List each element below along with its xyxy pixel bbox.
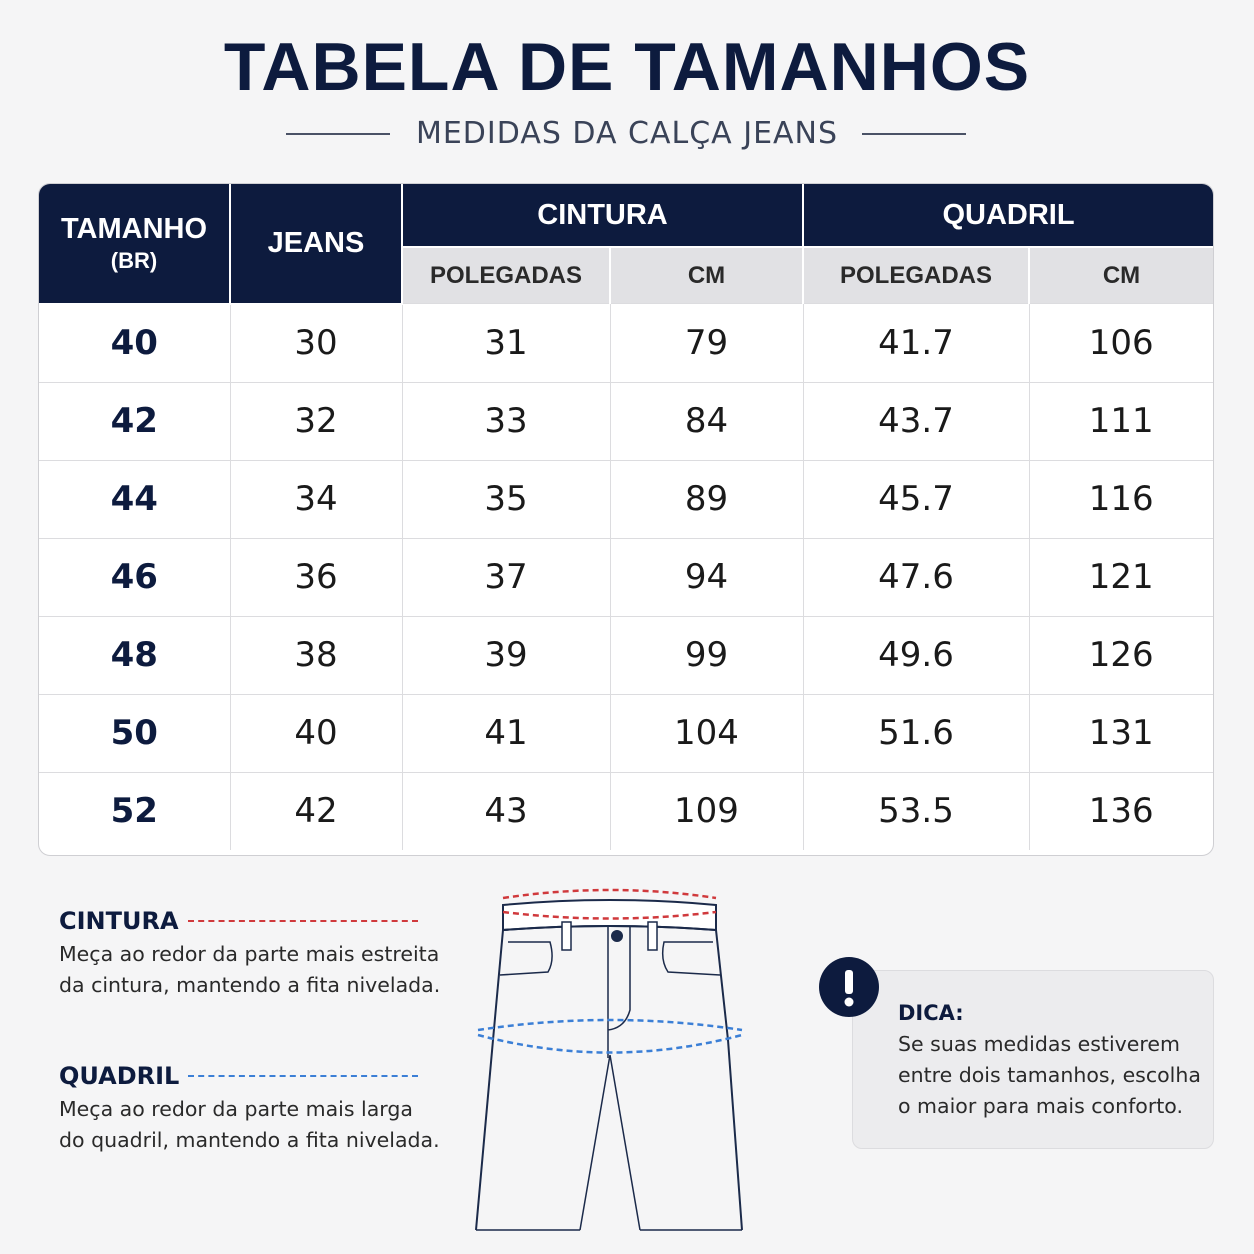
table-cell: 34 bbox=[230, 459, 403, 538]
table-cell: 52 bbox=[39, 771, 231, 850]
hip-title: QUADRIL bbox=[59, 1062, 180, 1090]
sub-header-cell: CM bbox=[610, 247, 804, 304]
header-note: (BR) bbox=[110, 247, 158, 273]
tip-icon bbox=[819, 957, 879, 1017]
table-cell: 43 bbox=[402, 771, 611, 850]
tip-title: DICA: bbox=[898, 1001, 964, 1025]
sub-header-row: POLEGADAS CM POLEGADAS CM bbox=[39, 247, 1213, 304]
table-cell: 99 bbox=[610, 615, 804, 694]
table-cell: 32 bbox=[230, 381, 403, 460]
table-cell: 89 bbox=[610, 459, 804, 538]
table-row: 46 36 37 94 47.6 121 bbox=[39, 537, 1213, 616]
sub-header-cell: CM bbox=[1029, 247, 1213, 304]
tip-box: DICA: Se suas medidas estiverem entre doi… bbox=[852, 970, 1214, 1149]
table-row: 44 34 35 89 45.7 116 bbox=[39, 459, 1213, 538]
jeans-illustration bbox=[475, 888, 743, 1231]
size-table: TAMANHO (BR) JEANS CINTURA QUADRIL POLEGA… bbox=[38, 183, 1214, 856]
tip-text: Se suas medidas estiverem entre dois tama… bbox=[898, 1029, 1201, 1122]
text-line: da cintura, mantendo a fita nivelada. bbox=[59, 973, 441, 997]
table: TAMANHO (BR) JEANS CINTURA QUADRIL POLEGA… bbox=[39, 184, 1213, 850]
subtitle-rule bbox=[286, 133, 390, 135]
header-cell: CINTURA bbox=[402, 184, 804, 248]
text-line: o maior para mais conforto. bbox=[898, 1094, 1184, 1118]
hip-text: Meça ao redor da parte mais larga do quad… bbox=[59, 1094, 440, 1156]
subtitle-rule bbox=[862, 133, 966, 135]
table-cell: 94 bbox=[610, 537, 804, 616]
title: TABELA DE TAMANHOS bbox=[223, 29, 1031, 105]
table-cell: 51.6 bbox=[803, 693, 1030, 772]
table-cell: 30 bbox=[230, 303, 403, 382]
table-cell: 36 bbox=[230, 537, 403, 616]
table-row: 50 40 41 104 51.6 131 bbox=[39, 693, 1213, 772]
text-line: Se suas medidas estiverem bbox=[898, 1032, 1180, 1056]
table-cell: 121 bbox=[1029, 537, 1213, 616]
table-row: 40 30 31 79 41.7 106 bbox=[39, 303, 1213, 382]
table-cell: 37 bbox=[402, 537, 611, 616]
table-cell: 48 bbox=[39, 615, 231, 694]
text-line: do quadril, mantendo a fita nivelada. bbox=[59, 1128, 440, 1152]
table-cell: 41.7 bbox=[803, 303, 1030, 382]
text-line: entre dois tamanhos, escolha bbox=[898, 1063, 1201, 1087]
table-cell: 50 bbox=[39, 693, 231, 772]
sub-header-cell: POLEGADAS bbox=[803, 247, 1030, 304]
table-cell: 111 bbox=[1029, 381, 1213, 460]
table-cell: 84 bbox=[610, 381, 804, 460]
table-row: 52 42 43 109 53.5 136 bbox=[39, 771, 1213, 850]
table-cell: 35 bbox=[402, 459, 611, 538]
table-cell: 46 bbox=[39, 537, 231, 616]
table-cell: 109 bbox=[610, 771, 804, 850]
waist-title: CINTURA bbox=[59, 907, 179, 935]
table-cell: 31 bbox=[402, 303, 611, 382]
table-cell: 47.6 bbox=[803, 537, 1030, 616]
header-cell: JEANS bbox=[230, 184, 403, 305]
table-cell: 126 bbox=[1029, 615, 1213, 694]
table-cell: 44 bbox=[39, 459, 231, 538]
sub-header-cell: POLEGADAS bbox=[402, 247, 611, 304]
table-cell: 33 bbox=[402, 381, 611, 460]
table-cell: 41 bbox=[402, 693, 611, 772]
table-cell: 42 bbox=[39, 381, 231, 460]
table-cell: 45.7 bbox=[803, 459, 1030, 538]
table-row: 42 32 33 84 43.7 111 bbox=[39, 381, 1213, 460]
table-cell: 116 bbox=[1029, 459, 1213, 538]
table-cell: 43.7 bbox=[803, 381, 1030, 460]
table-cell: 106 bbox=[1029, 303, 1213, 382]
table-cell: 40 bbox=[39, 303, 231, 382]
table-body: 40 30 31 79 41.7 106 42 32 33 84 43.7 111 44 34 35 89 45… bbox=[39, 303, 1213, 850]
text-line: Meça ao redor da parte mais estreita bbox=[59, 942, 440, 966]
table-cell: 40 bbox=[230, 693, 403, 772]
table-row: 48 38 39 99 49.6 126 bbox=[39, 615, 1213, 694]
table-cell: 136 bbox=[1029, 771, 1213, 850]
table-cell: 39 bbox=[402, 615, 611, 694]
table-cell: 38 bbox=[230, 615, 403, 694]
header-cell: QUADRIL bbox=[803, 184, 1213, 248]
waist-dash bbox=[188, 920, 418, 922]
header-text: TAMANHO bbox=[60, 212, 208, 245]
table-cell: 53.5 bbox=[803, 771, 1030, 850]
subtitle: MEDIDAS DA CALÇA JEANS bbox=[415, 116, 839, 151]
table-cell: 104 bbox=[610, 693, 804, 772]
table-cell: 131 bbox=[1029, 693, 1213, 772]
header-cell: TAMANHO (BR) bbox=[39, 184, 231, 305]
text-line: Meça ao redor da parte mais larga bbox=[59, 1097, 413, 1121]
table-cell: 49.6 bbox=[803, 615, 1030, 694]
waist-text: Meça ao redor da parte mais estreita da c… bbox=[59, 939, 440, 1001]
table-cell: 42 bbox=[230, 771, 403, 850]
table-cell: 79 bbox=[610, 303, 804, 382]
hip-dash bbox=[188, 1075, 418, 1077]
